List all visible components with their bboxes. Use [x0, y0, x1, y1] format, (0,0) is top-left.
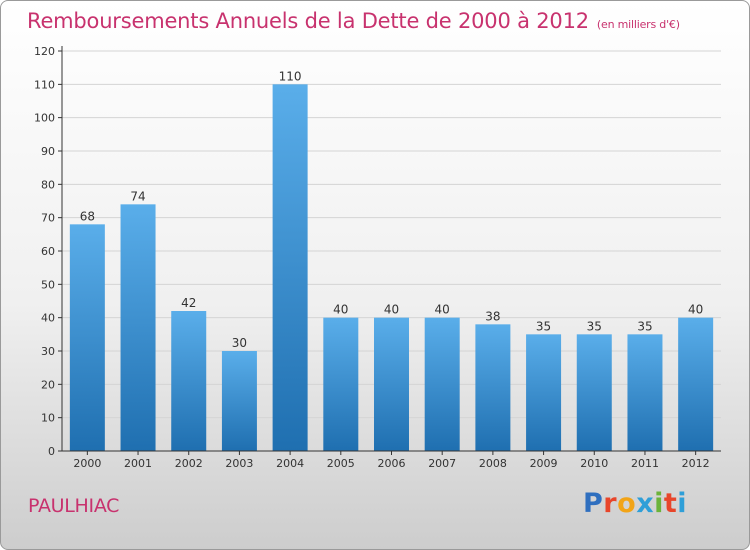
proxiti-logo: Proxiti	[583, 488, 687, 519]
bar	[272, 84, 308, 451]
data-label: 42	[181, 296, 196, 310]
x-tick-label: 2003	[225, 457, 253, 470]
logo-letter: x	[636, 488, 655, 519]
data-label: 40	[688, 303, 703, 317]
y-tick-label: 80	[41, 178, 55, 191]
bar	[323, 317, 359, 451]
logo-letter: i	[677, 488, 688, 519]
data-label: 68	[80, 209, 95, 223]
x-tick-label: 2012	[682, 457, 710, 470]
data-label: 30	[232, 336, 247, 350]
logo-letter: t	[663, 488, 678, 519]
logo-letter: i	[654, 488, 664, 519]
bar	[627, 334, 663, 451]
bars	[69, 84, 714, 451]
x-tick-label: 2005	[327, 457, 355, 470]
bar	[69, 224, 105, 451]
bar	[120, 204, 156, 451]
y-tick-label: 110	[34, 78, 55, 91]
chart-title: Remboursements Annuels de la Dette de 20…	[27, 9, 680, 33]
y-tick-label: 70	[41, 212, 55, 225]
bar	[475, 324, 511, 451]
bar	[221, 351, 257, 451]
data-label: 40	[384, 303, 399, 317]
data-label: 35	[637, 319, 652, 333]
data-label: 35	[536, 319, 551, 333]
labels: 0 10 20 30 40 50 60 70 80 90 100 110 120 68 2000 74 2001…	[34, 45, 710, 470]
logo-letter: r	[603, 488, 618, 519]
x-tick-label: 2000	[73, 457, 101, 470]
x-tick-label: 2011	[631, 457, 659, 470]
data-label: 38	[485, 309, 500, 323]
logo-letter: P	[583, 488, 604, 519]
x-tick-label: 2001	[124, 457, 152, 470]
x-tick-label: 2006	[378, 457, 406, 470]
y-tick-label: 120	[34, 45, 55, 58]
y-tick-label: 100	[34, 112, 55, 125]
data-label: 74	[130, 189, 145, 203]
x-tick-label: 2002	[175, 457, 203, 470]
bar	[171, 311, 207, 451]
y-tick-label: 20	[41, 378, 55, 391]
data-label: 110	[279, 69, 302, 83]
bar	[374, 317, 409, 451]
y-tick-label: 30	[41, 345, 55, 358]
title-text: Remboursements Annuels de la Dette de 20…	[27, 9, 589, 33]
bar	[576, 334, 612, 451]
bar	[678, 317, 714, 451]
y-tick-label: 10	[41, 412, 55, 425]
x-tick-label: 2009	[530, 457, 558, 470]
x-tick-label: 2010	[580, 457, 608, 470]
title-unit: (en milliers d'€)	[596, 18, 680, 31]
y-tick-label: 0	[48, 445, 55, 458]
y-tick-label: 90	[41, 145, 55, 158]
x-tick-label: 2004	[276, 457, 304, 470]
y-tick-label: 50	[41, 278, 55, 291]
axes	[58, 46, 721, 455]
y-tick-label: 60	[41, 245, 55, 258]
y-tick-label: 40	[41, 312, 55, 325]
data-label: 35	[587, 319, 602, 333]
commune-name: PAULHIAC	[28, 495, 120, 517]
bar	[526, 334, 562, 451]
data-label: 40	[435, 303, 450, 317]
bar	[424, 317, 460, 451]
logo-letter: o	[617, 488, 637, 519]
x-tick-label: 2008	[479, 457, 507, 470]
x-tick-label: 2007	[428, 457, 456, 470]
data-label: 40	[333, 303, 348, 317]
